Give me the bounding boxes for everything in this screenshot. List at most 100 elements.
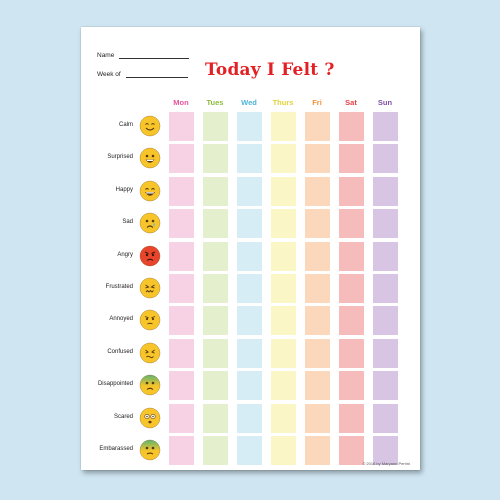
checkbox-frustrated-sun[interactable] <box>373 274 398 303</box>
checkbox-angry-tues[interactable] <box>203 241 228 271</box>
checkbox-disappointed-sat[interactable] <box>339 371 364 401</box>
checkbox-annoyed-tues[interactable] <box>203 306 228 336</box>
scared-face-icon <box>139 407 161 429</box>
checkbox-scared-wed[interactable] <box>237 403 262 433</box>
checkbox-embarassed-sat[interactable] <box>339 436 364 465</box>
embarrassed-face-icon <box>139 439 161 461</box>
week-line[interactable] <box>125 71 188 78</box>
checkbox-surprised-sun[interactable] <box>373 144 398 174</box>
checkbox-embarassed-wed[interactable] <box>237 436 262 465</box>
annoyed-face-icon <box>139 309 161 331</box>
emotion-label-disappointed: Disappointed <box>97 381 133 388</box>
checkbox-sad-fri[interactable] <box>305 209 330 239</box>
checkbox-scared-thurs[interactable] <box>271 403 296 433</box>
checkbox-angry-wed[interactable] <box>237 241 262 271</box>
copyright-text: © 2016 by Maryann Perrini <box>362 461 410 466</box>
day-header-sun: Sun <box>377 98 393 107</box>
checkbox-confused-mon[interactable] <box>169 338 194 368</box>
checkbox-surprised-sat[interactable] <box>339 144 364 174</box>
checkbox-calm-sat[interactable] <box>339 112 364 141</box>
frustrated-face-icon <box>139 277 161 299</box>
checkbox-angry-thurs[interactable] <box>271 241 296 271</box>
checkbox-happy-sat[interactable] <box>339 176 364 206</box>
checkbox-embarassed-mon[interactable] <box>169 436 194 465</box>
checkbox-disappointed-mon[interactable] <box>169 371 194 401</box>
checkbox-calm-wed[interactable] <box>237 112 262 141</box>
checkbox-confused-tues[interactable] <box>203 338 228 368</box>
checkbox-frustrated-fri[interactable] <box>305 274 330 303</box>
checkbox-angry-fri[interactable] <box>305 241 330 271</box>
checkbox-happy-mon[interactable] <box>169 176 194 206</box>
checkbox-sad-thurs[interactable] <box>271 209 296 239</box>
happy-laughing-face-icon <box>139 180 161 202</box>
checkbox-disappointed-thurs[interactable] <box>271 371 296 401</box>
emotion-label-surprised: Surprised <box>107 154 133 161</box>
checkbox-embarassed-sun[interactable] <box>373 436 398 465</box>
checkbox-scared-mon[interactable] <box>169 403 194 433</box>
checkbox-sad-wed[interactable] <box>237 209 262 239</box>
checkbox-angry-mon[interactable] <box>169 241 194 271</box>
checkbox-sad-sun[interactable] <box>373 209 398 239</box>
checkbox-disappointed-sun[interactable] <box>373 371 398 401</box>
checkbox-annoyed-thurs[interactable] <box>271 306 296 336</box>
checkbox-disappointed-fri[interactable] <box>305 371 330 401</box>
checkbox-surprised-mon[interactable] <box>169 144 194 174</box>
emotion-label-frustrated: Frustrated <box>105 284 133 290</box>
week-label: Week of <box>97 71 121 78</box>
checkbox-annoyed-sun[interactable] <box>373 306 398 336</box>
checkbox-annoyed-fri[interactable] <box>305 306 330 336</box>
checkbox-happy-thurs[interactable] <box>271 176 296 206</box>
feelings-worksheet: Name Week of Today I Felt ? Mon Tues Wed Th… <box>81 27 420 470</box>
surprised-grinning-face-icon <box>139 147 161 169</box>
emotion-label-annoyed: Annoyed <box>109 316 133 323</box>
name-field[interactable]: Name <box>97 52 190 59</box>
checkbox-annoyed-mon[interactable] <box>169 306 194 336</box>
checkbox-scared-fri[interactable] <box>305 403 330 433</box>
checkbox-angry-sat[interactable] <box>339 241 364 271</box>
checkbox-scared-sat[interactable] <box>339 403 364 433</box>
checkbox-frustrated-sat[interactable] <box>339 274 364 303</box>
checkbox-surprised-fri[interactable] <box>305 144 330 174</box>
checkbox-confused-thurs[interactable] <box>271 338 296 368</box>
checkbox-surprised-tues[interactable] <box>203 144 228 174</box>
checkbox-scared-sun[interactable] <box>373 403 398 433</box>
checkbox-happy-wed[interactable] <box>237 176 262 206</box>
worksheet-title: Today I Felt ? <box>205 60 335 80</box>
checkbox-frustrated-tues[interactable] <box>203 274 228 303</box>
checkbox-happy-tues[interactable] <box>203 176 228 206</box>
checkbox-angry-sun[interactable] <box>373 241 398 271</box>
checkbox-confused-fri[interactable] <box>305 338 330 368</box>
checkbox-calm-thurs[interactable] <box>271 112 296 141</box>
checkbox-happy-sun[interactable] <box>373 176 398 206</box>
checkbox-confused-wed[interactable] <box>237 338 262 368</box>
emotion-label-happy: Happy <box>115 186 133 193</box>
week-field[interactable]: Week of <box>97 71 188 78</box>
sad-crying-face-icon <box>139 212 161 234</box>
checkbox-calm-mon[interactable] <box>169 112 194 141</box>
checkbox-calm-tues[interactable] <box>203 112 228 141</box>
checkbox-frustrated-mon[interactable] <box>169 274 194 303</box>
name-line[interactable] <box>119 52 190 59</box>
checkbox-confused-sun[interactable] <box>373 338 398 368</box>
checkbox-calm-fri[interactable] <box>305 112 330 141</box>
checkbox-sad-mon[interactable] <box>169 209 194 239</box>
checkbox-embarassed-tues[interactable] <box>203 436 228 465</box>
checkbox-surprised-wed[interactable] <box>237 144 262 174</box>
checkbox-frustrated-thurs[interactable] <box>271 274 296 303</box>
checkbox-sad-sat[interactable] <box>339 209 364 239</box>
checkbox-annoyed-sat[interactable] <box>339 306 364 336</box>
checkbox-disappointed-tues[interactable] <box>203 371 228 401</box>
checkbox-embarassed-thurs[interactable] <box>271 436 296 465</box>
checkbox-embarassed-fri[interactable] <box>305 436 330 465</box>
checkbox-surprised-thurs[interactable] <box>271 144 296 174</box>
checkbox-frustrated-wed[interactable] <box>237 274 262 303</box>
checkbox-sad-tues[interactable] <box>203 209 228 239</box>
checkbox-confused-sat[interactable] <box>339 338 364 368</box>
checkbox-annoyed-wed[interactable] <box>237 306 262 336</box>
day-header-tues: Tues <box>206 98 224 107</box>
checkbox-calm-sun[interactable] <box>373 112 398 141</box>
checkbox-happy-fri[interactable] <box>305 176 330 206</box>
day-header-sat: Sat <box>345 98 357 107</box>
checkbox-disappointed-wed[interactable] <box>237 371 262 401</box>
checkbox-scared-tues[interactable] <box>203 403 228 433</box>
